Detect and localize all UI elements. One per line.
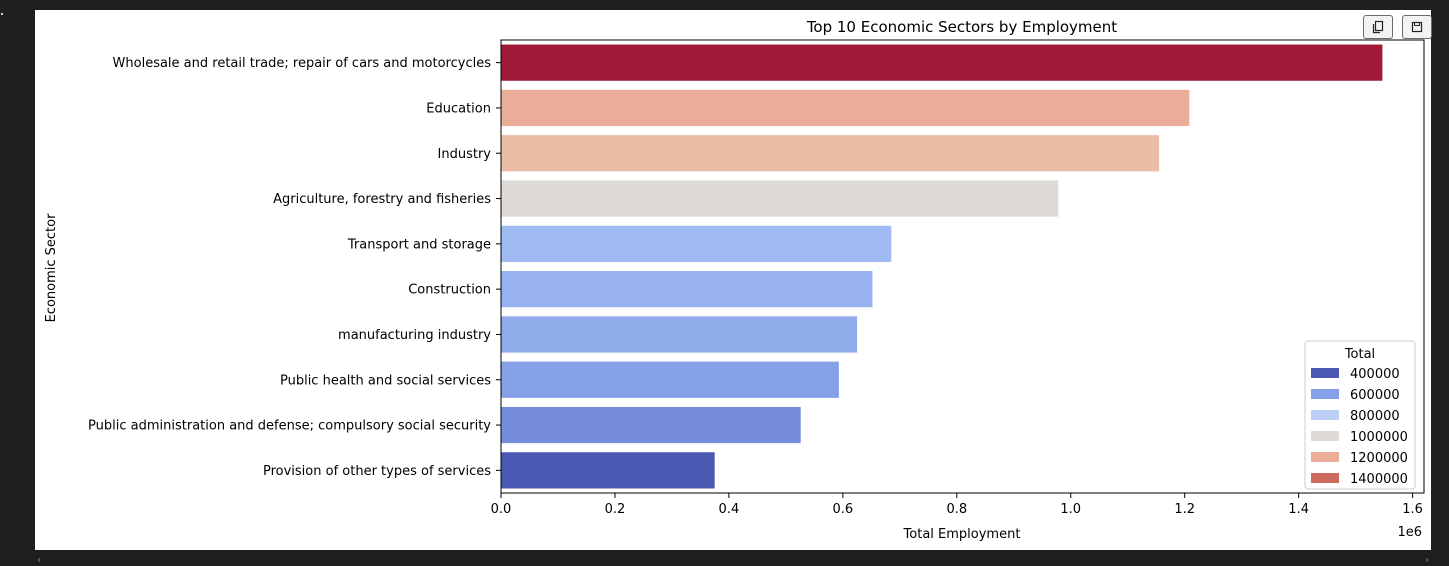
y-tick-label: Wholesale and retail trade; repair of ca… (113, 56, 492, 71)
save-button[interactable] (1402, 15, 1432, 39)
scroll-left-arrow-icon[interactable] (37, 557, 40, 563)
bar (501, 44, 1383, 81)
x-ticks: 0.0 0.2 0.4 0.6 0.8 1.0 1.2 1.4 1.6 (491, 493, 1423, 517)
copy-button[interactable] (1363, 15, 1393, 39)
legend-label: 1000000 (1350, 430, 1408, 445)
legend-label: 600000 (1350, 388, 1400, 403)
x-axis-label: Total Employment (903, 527, 1021, 542)
x-tick-label: 1.6 (1402, 502, 1423, 517)
y-axis-label: Economic Sector (44, 213, 59, 323)
scroll-right-arrow-icon[interactable] (1426, 557, 1429, 563)
legend-swatch (1311, 368, 1339, 378)
bar (501, 135, 1160, 172)
horizontal-scrollbar[interactable] (35, 557, 1431, 563)
axes-frame (500, 39, 1425, 494)
y-tick-label: Construction (408, 283, 491, 298)
bar (501, 271, 873, 308)
y-tick-label: manufacturing industry (338, 328, 491, 343)
legend: Total 400000 600000 800000 1000000 1200000 14… (1304, 340, 1416, 490)
y-tick-label: Public health and social services (280, 373, 491, 388)
legend-label: 1400000 (1350, 472, 1408, 487)
y-tick-label: Provision of other types of services (263, 464, 491, 479)
chart-title: Top 10 Economic Sectors by Employment (806, 18, 1117, 36)
cell-marker (1, 13, 3, 15)
legend-swatch (1311, 389, 1339, 399)
legend-entries: 400000 600000 800000 1000000 1200000 1400000 (1311, 367, 1408, 487)
x-tick-label: 0.8 (946, 502, 967, 517)
bar (501, 225, 892, 262)
legend-swatch (1311, 473, 1339, 483)
copy-icon (1371, 20, 1385, 34)
y-tick-label: Industry (438, 147, 492, 162)
x-tick-label: 0.0 (491, 502, 512, 517)
legend-title: Total (1344, 347, 1375, 362)
x-tick-label: 1.4 (1288, 502, 1309, 517)
y-tick-label: Agriculture, forestry and fisheries (273, 192, 491, 207)
bars (501, 44, 1383, 489)
y-tick-labels: Wholesale and retail trade; repair of ca… (88, 56, 501, 479)
bar (501, 452, 715, 489)
x-axis-offset-label: 1e6 (1397, 525, 1422, 540)
legend-swatch (1311, 452, 1339, 462)
bar (501, 89, 1190, 127)
y-tick-label: Transport and storage (347, 237, 491, 252)
bar (501, 406, 801, 444)
y-tick-label: Public administration and defense; compu… (88, 419, 491, 434)
bar (501, 361, 839, 398)
legend-label: 1200000 (1350, 451, 1408, 466)
x-tick-label: 1.0 (1060, 502, 1081, 517)
bar (501, 180, 1059, 217)
legend-label: 400000 (1350, 367, 1400, 382)
output-toolbar (1363, 15, 1432, 39)
x-tick-label: 0.6 (833, 502, 854, 517)
legend-swatch (1311, 431, 1339, 441)
legend-label: 800000 (1350, 409, 1400, 424)
x-tick-label: 0.4 (719, 502, 740, 517)
x-tick-label: 1.2 (1174, 502, 1195, 517)
save-icon (1410, 20, 1424, 34)
bar (501, 316, 858, 353)
y-tick-label: Education (426, 101, 491, 116)
x-tick-label: 0.2 (605, 502, 626, 517)
legend-swatch (1311, 410, 1339, 420)
